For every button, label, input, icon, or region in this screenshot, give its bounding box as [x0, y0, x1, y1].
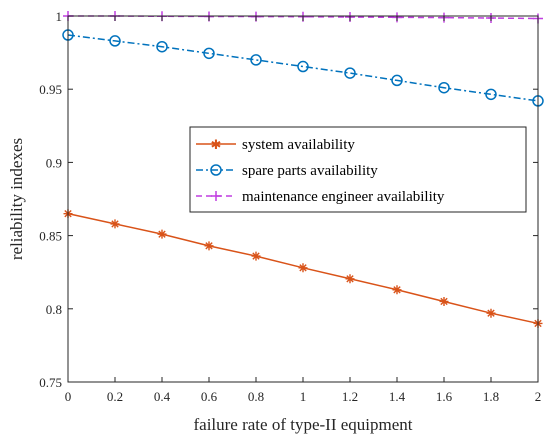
y-tick-label: 0.85 [39, 229, 62, 244]
legend-label-spare-parts: spare parts availability [242, 163, 378, 179]
data-point-spare-parts [109, 35, 121, 47]
y-tick-label: 1 [56, 9, 63, 24]
plot-border [67, 15, 539, 383]
data-point-system [486, 308, 496, 318]
x-tick-label: 1.4 [389, 389, 406, 404]
tick-layer: 0 0.2 0.4 0.6 0.8 1 1.2 1.4 1.6 1.8 2 0.75 0.8 0.85 0.… [39, 9, 541, 404]
x-axis-label: failure rate of type-II equipment [193, 415, 412, 434]
data-point-spare-parts [344, 67, 356, 79]
x-tick-label: 1.2 [342, 389, 358, 404]
data-point-spare-parts [438, 81, 450, 94]
data-point-spare-parts [250, 54, 262, 66]
y-axis-label: reliability indexes [7, 138, 26, 260]
legend-entry-engineer: maintenance engineer availability [196, 189, 445, 205]
x-tick-label: 0.2 [107, 389, 123, 404]
x-tick-label: 0.4 [154, 389, 171, 404]
data-point-system [392, 285, 402, 295]
data-point-spare-parts [156, 40, 168, 53]
legend-marker-spare-parts [210, 164, 222, 176]
y-tick-label: 0.9 [46, 155, 62, 170]
legend-marker-engineer [211, 191, 221, 201]
x-tick-label: 2 [535, 389, 542, 404]
y-tick-label: 0.75 [39, 375, 62, 390]
x-tick-label: 1.6 [436, 389, 453, 404]
data-point-system [251, 251, 261, 261]
series-line-spare-parts [67, 34, 539, 102]
x-tick-label: 0 [65, 389, 72, 404]
legend-label-system: system availability [242, 137, 355, 153]
legend: ✱ system availability spare parts availa… [189, 126, 527, 213]
data-point-system [157, 229, 167, 239]
data-point-system [345, 274, 355, 284]
legend-entry-spare-parts: spare parts availability [196, 163, 378, 179]
data-point-system [110, 219, 120, 229]
data-point-spare-parts [203, 47, 215, 60]
legend-entry-system: ✱ system availability [196, 137, 355, 153]
y-tick-label: 0.95 [39, 82, 62, 97]
data-point-spare-parts [391, 74, 403, 87]
data-point-spare-parts [297, 60, 309, 73]
legend-label-engineer: maintenance engineer availability [242, 189, 445, 205]
y-tick-label: 0.8 [46, 302, 62, 317]
data-point-system [439, 296, 449, 306]
data-point-system [204, 241, 214, 251]
x-tick-label: 1 [300, 389, 307, 404]
x-tick-label: 0.8 [248, 389, 264, 404]
legend-marker-system: ✱ [211, 138, 222, 153]
x-tick-label: 0.6 [201, 389, 218, 404]
legend-box [189, 126, 527, 213]
data-point-spare-parts [485, 88, 497, 101]
x-tick-label: 1.8 [483, 389, 499, 404]
data-point-system [298, 263, 308, 273]
